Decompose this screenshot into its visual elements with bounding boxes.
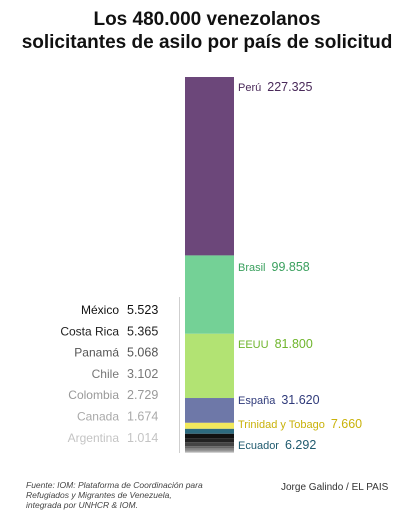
label-name-brasil: Brasil <box>238 262 266 274</box>
bar-segment-costa-rica <box>185 438 234 443</box>
label-name-mexico: México <box>81 303 119 317</box>
label-name-peru: Perú <box>238 82 261 94</box>
label-trinidad-y-tobago: Trinidad y Tobago 7.660 <box>238 417 362 431</box>
bar-segment-espana <box>185 398 234 423</box>
label-name-argentina: Argentina <box>68 431 120 445</box>
bar-segment-ecuador <box>185 428 234 434</box>
label-name-ecuador: Ecuador <box>238 440 279 452</box>
label-value-canada: 1.674 <box>127 410 158 424</box>
label-value-argentina: 1.014 <box>127 431 158 445</box>
source-note-line-2: Refugiados y Migrantes de Venezuela, <box>26 490 172 500</box>
label-name-chile: Chile <box>92 367 120 381</box>
label-ecuador: Ecuador 6.292 <box>238 438 316 452</box>
label-name-trinidad-y-tobago: Trinidad y Tobago <box>238 419 325 431</box>
label-value-mexico: 5.523 <box>127 303 158 317</box>
label-value-costa-rica: 5.365 <box>127 324 158 338</box>
label-name-colombia: Colombia <box>68 388 119 402</box>
label-peru: Perú 227.325 <box>238 80 312 94</box>
label-value-espana: 31.620 <box>281 393 319 407</box>
label-value-colombia: 2.729 <box>127 388 158 402</box>
label-brasil: Brasil 99.858 <box>238 260 310 274</box>
bar-segment-eeuu <box>185 333 234 399</box>
bar-segment-panama <box>185 442 234 447</box>
bar-segment-canada <box>185 450 234 453</box>
label-value-brasil: 99.858 <box>272 260 310 274</box>
label-value-panama: 5.068 <box>127 346 158 360</box>
label-espana: España 31.620 <box>238 393 320 407</box>
bar-segment-peru <box>185 77 234 256</box>
label-name-canada: Canada <box>77 410 119 424</box>
label-eeuu: EEUU 81.800 <box>238 337 313 351</box>
label-value-peru: 227.325 <box>267 80 312 94</box>
label-value-eeuu: 81.800 <box>275 337 313 351</box>
bar-segment-chile <box>185 446 234 449</box>
source-note: Fuente: IOM: Plataforma de Coordinación … <box>26 480 236 510</box>
bar-segment-trinidad-y-tobago <box>185 422 234 429</box>
chart-title: Los 480.000 venezolanos solicitantes de … <box>0 8 414 54</box>
label-name-costa-rica: Costa Rica <box>60 324 119 338</box>
chart-title-line-1: Los 480.000 venezolanos <box>93 9 321 30</box>
bar-segment-colombia <box>185 448 234 451</box>
bar-segment-mexico <box>185 433 234 439</box>
bar-segment-argentina <box>185 452 234 453</box>
label-value-ecuador: 6.292 <box>285 438 316 452</box>
bar-segment-brasil <box>185 255 234 334</box>
label-value-trinidad-y-tobago: 7.660 <box>331 417 362 431</box>
source-note-line-1: Fuente: IOM: Plataforma de Coordinación … <box>26 480 203 490</box>
label-value-chile: 3.102 <box>127 367 158 381</box>
label-name-panama: Panamá <box>74 346 119 360</box>
label-name-espana: España <box>238 395 276 407</box>
chart-title-line-2: solicitantes de asilo por país de solici… <box>21 32 393 53</box>
label-name-eeuu: EEUU <box>238 339 269 351</box>
source-note-line-3: integrada por UNHCR & IOM. <box>26 500 138 510</box>
author-credit: Jorge Galindo / EL PAIS <box>281 482 389 493</box>
